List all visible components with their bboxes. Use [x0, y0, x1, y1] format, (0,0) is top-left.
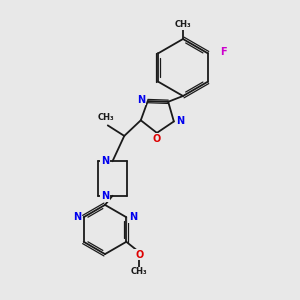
Text: O: O [153, 134, 161, 144]
Text: N: N [101, 191, 109, 201]
Text: F: F [220, 47, 226, 57]
Text: CH₃: CH₃ [175, 20, 191, 29]
Text: N: N [73, 212, 81, 222]
Text: N: N [137, 94, 145, 105]
Text: N: N [176, 116, 184, 127]
Text: N: N [101, 156, 109, 166]
Text: O: O [135, 250, 143, 260]
Text: N: N [129, 212, 137, 222]
Text: CH₃: CH₃ [131, 267, 148, 276]
Text: CH₃: CH₃ [98, 113, 115, 122]
